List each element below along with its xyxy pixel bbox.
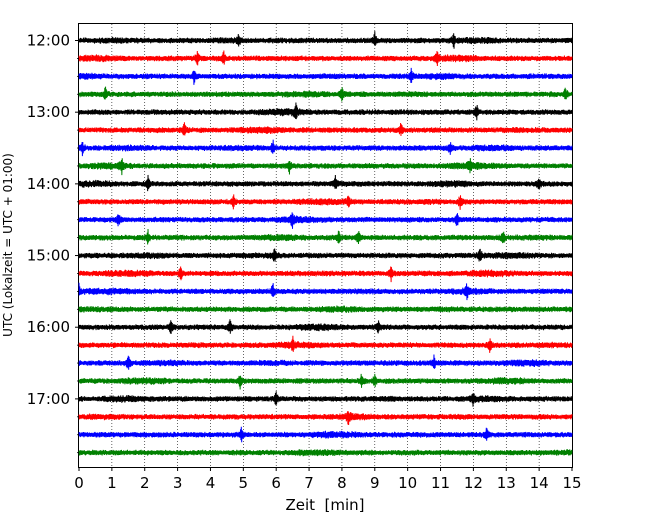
y-tick-label: 12:00 xyxy=(27,32,70,50)
y-tick-label: 13:00 xyxy=(27,103,70,121)
seismogram-trace xyxy=(78,391,573,407)
seismogram-trace xyxy=(78,50,573,67)
x-tick-label: 3 xyxy=(173,474,183,492)
seismogram-trace xyxy=(78,228,573,245)
y-tick-label: 16:00 xyxy=(27,318,70,336)
x-tick-label: 8 xyxy=(337,474,347,492)
seismogram-trace xyxy=(78,139,573,157)
seismogram-trace xyxy=(78,174,573,192)
x-tick-label: 1 xyxy=(107,474,117,492)
seismogram-trace xyxy=(78,373,573,390)
seismogram-trace xyxy=(78,248,573,262)
seismogram-trace xyxy=(78,266,573,283)
seismogram-trace xyxy=(78,282,573,301)
x-tick-label: 11 xyxy=(431,474,450,492)
seismogram-trace xyxy=(78,449,573,457)
seismogram-trace xyxy=(78,102,573,121)
x-tick-label: 5 xyxy=(239,474,249,492)
seismogram-trace xyxy=(78,335,573,353)
x-tick-label: 4 xyxy=(206,474,216,492)
y-tick-label: 14:00 xyxy=(27,175,70,193)
x-tick-label: 15 xyxy=(562,474,581,492)
y-tick-label: 15:00 xyxy=(27,247,70,265)
x-axis-label: Zeit [min] xyxy=(285,496,364,514)
x-tick-label: 9 xyxy=(370,474,380,492)
x-tick-label: 13 xyxy=(497,474,516,492)
seismogram-trace xyxy=(78,319,573,334)
seismogram-trace xyxy=(78,122,573,137)
x-tick-label: 0 xyxy=(74,474,84,492)
y-axis-ticks: 12:00 13:00 14:00 15:00 16:00 17:00 xyxy=(27,32,79,454)
seismogram-trace xyxy=(78,354,573,370)
x-tick-label: 10 xyxy=(398,474,417,492)
x-tick-label: 6 xyxy=(271,474,281,492)
plot-frame xyxy=(78,23,573,468)
y-tick-label: 17:00 xyxy=(27,390,70,408)
seismogram-trace xyxy=(78,158,573,176)
seismogram-trace xyxy=(78,426,573,443)
x-tick-label: 7 xyxy=(304,474,314,492)
x-tick-label: 12 xyxy=(464,474,483,492)
seismogram-trace xyxy=(78,212,573,229)
x-axis-ticks: 0 1 2 3 4 5 6 7 8 9 10 11 12 13 14 15 xyxy=(74,467,582,492)
seismogram-trace xyxy=(78,305,573,313)
seismogram-traces xyxy=(78,31,573,457)
seismogram-trace xyxy=(78,67,573,85)
x-tick-label: 2 xyxy=(140,474,150,492)
x-tick-label: 14 xyxy=(530,474,549,492)
seismogram-trace xyxy=(78,86,573,102)
seismogram-trace xyxy=(78,194,573,210)
seismogram-trace xyxy=(78,31,573,49)
seismogram-trace xyxy=(78,411,573,425)
y-axis-label: UTC (Lokalzeit = UTC + 01:00) xyxy=(1,153,15,337)
